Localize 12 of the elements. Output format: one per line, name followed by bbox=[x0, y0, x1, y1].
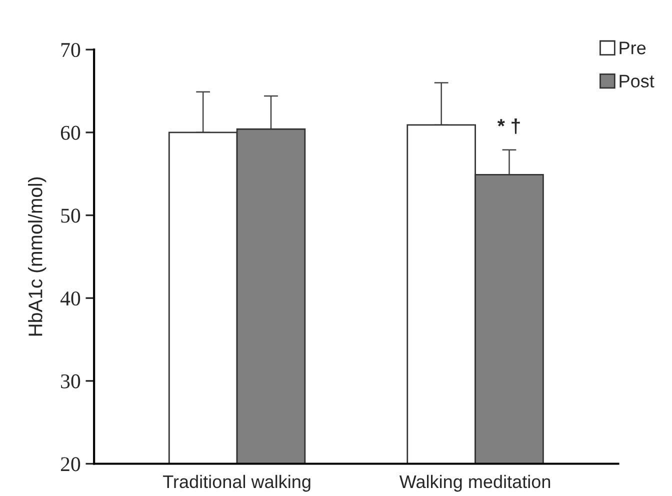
y-tick-label: 50 bbox=[61, 208, 80, 223]
y-tick-label: 20 bbox=[60, 457, 80, 472]
x-tick-label: Traditional walking bbox=[163, 474, 310, 492]
legend-label: Pre bbox=[620, 42, 646, 54]
x-tick-label: Walking meditation bbox=[399, 474, 550, 492]
y-tick-label: 60 bbox=[60, 126, 80, 140]
y-tick-label: 70 bbox=[61, 42, 80, 58]
y-tick-label: 40 bbox=[60, 291, 80, 306]
legend-label: Post bbox=[620, 74, 654, 88]
y-axis-title: HbA1c (mmol/mol) bbox=[28, 177, 46, 336]
annotation: * † bbox=[497, 118, 520, 134]
y-tick-label: 30 bbox=[61, 374, 80, 388]
